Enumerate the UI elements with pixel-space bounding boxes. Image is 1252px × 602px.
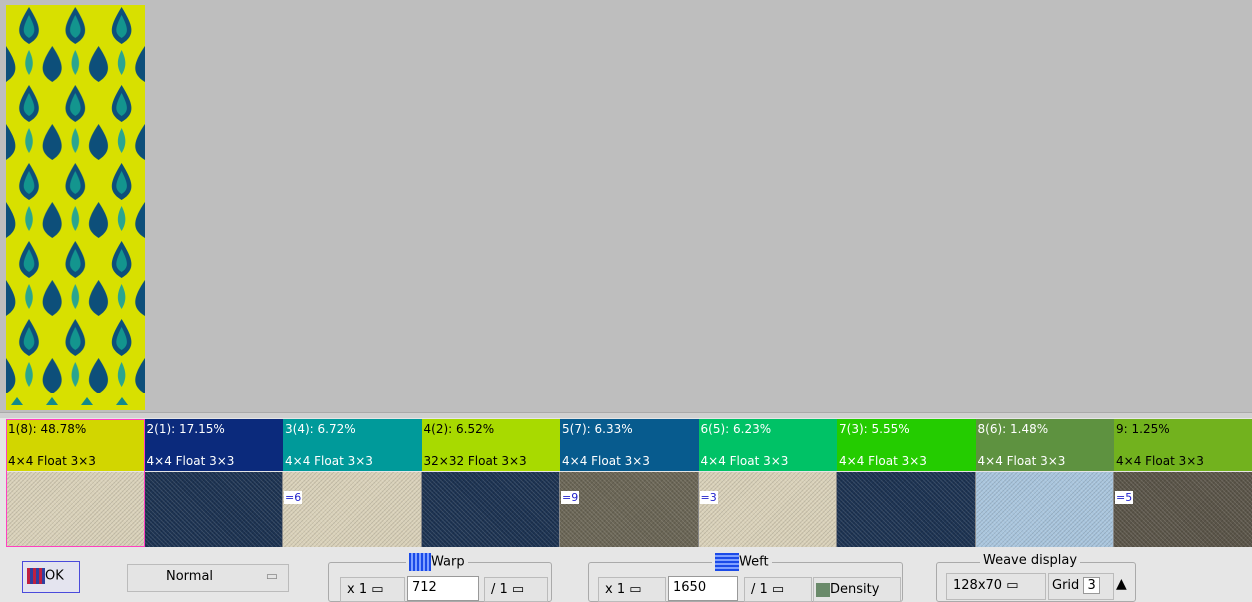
preview-area — [0, 0, 1252, 412]
cell-badge: =9 — [561, 491, 579, 504]
cell-label: 2(1): 17.15% — [145, 419, 284, 439]
weft-count[interactable]: 1650 — [668, 576, 738, 601]
label: Weft — [739, 555, 769, 570]
label: / 1 — [751, 582, 768, 597]
label: Warp — [431, 555, 465, 570]
cell-label: 6(5): 6.23% — [699, 419, 838, 439]
cell-swatch[interactable] — [145, 472, 284, 547]
label: Weave display — [983, 553, 1077, 568]
weft-multiplier[interactable]: x 1 ▭ — [598, 577, 666, 602]
label: Density — [830, 582, 879, 597]
warp-count[interactable]: 712 — [407, 576, 479, 601]
label: 1650 — [673, 580, 706, 595]
grid-spinner[interactable]: ▲ — [1116, 576, 1127, 592]
cell-swatch[interactable] — [699, 472, 838, 547]
cell-weave: 32×32 Float 3×3 — [422, 451, 561, 471]
weft-title: Weft — [712, 553, 772, 571]
weave-size[interactable]: 128x70 ▭ — [946, 573, 1046, 600]
cell-label: 7(3): 5.55% — [837, 419, 976, 439]
grid-value[interactable]: 3 — [1083, 577, 1099, 594]
cell-weave: 4×4 Float 3×3 — [976, 451, 1115, 471]
cell-weave: 4×4 Float 3×3 — [699, 451, 838, 471]
splitter[interactable] — [0, 412, 1252, 418]
cell-label: 8(6): 1.48% — [976, 419, 1115, 439]
mode-dropdown[interactable]: Normal ▭ — [127, 564, 289, 592]
cell-badge: =3 — [700, 491, 718, 504]
label: Grid — [1052, 578, 1079, 593]
fabric-preview — [6, 5, 145, 410]
cell-swatch[interactable] — [976, 472, 1115, 547]
cell-label: 3(4): 6.72% — [283, 419, 422, 439]
ok-label: OK — [45, 569, 64, 584]
label: x 1 — [347, 582, 367, 597]
label: x 1 — [605, 582, 625, 597]
label: 128x70 — [953, 578, 1002, 593]
warp-divisor[interactable]: / 1 ▭ — [484, 577, 548, 602]
cell-weave: 4×4 Float 3×3 — [283, 451, 422, 471]
cell-badge: =6 — [284, 491, 302, 504]
cell-swatch[interactable] — [560, 472, 699, 547]
cell-swatch[interactable] — [283, 472, 422, 547]
selection-frame — [6, 419, 145, 547]
label: / 1 — [491, 582, 508, 597]
cell-weave: 4×4 Float 3×3 — [560, 451, 699, 471]
cell-swatch[interactable] — [422, 472, 561, 547]
grid-control: Grid 3 — [1048, 573, 1114, 600]
cell-weave: 4×4 Float 3×3 — [1114, 451, 1252, 471]
ok-button[interactable]: OK — [22, 561, 80, 593]
mode-value: Normal — [166, 569, 213, 584]
cell-swatch[interactable] — [837, 472, 976, 547]
cell-weave: 4×4 Float 3×3 — [837, 451, 976, 471]
cell-label: 5(7): 6.33% — [560, 419, 699, 439]
cell-label: 9: 1.25% — [1114, 419, 1252, 439]
warp-title: Warp — [406, 553, 468, 571]
weft-divisor[interactable]: / 1 ▭ — [744, 577, 812, 602]
cell-swatch[interactable] — [1114, 472, 1252, 547]
cell-label: 4(2): 6.52% — [422, 419, 561, 439]
weave-display-title: Weave display — [980, 553, 1080, 568]
warp-multiplier[interactable]: x 1 ▭ — [340, 577, 405, 602]
density-button[interactable]: Density — [813, 577, 901, 602]
app-window: 1(8): 48.78%4×4 Float 3×32(1): 17.15%4×4… — [0, 0, 1252, 602]
cell-weave: 4×4 Float 3×3 — [145, 451, 284, 471]
cell-badge: =5 — [1115, 491, 1133, 504]
label: 712 — [412, 580, 437, 595]
